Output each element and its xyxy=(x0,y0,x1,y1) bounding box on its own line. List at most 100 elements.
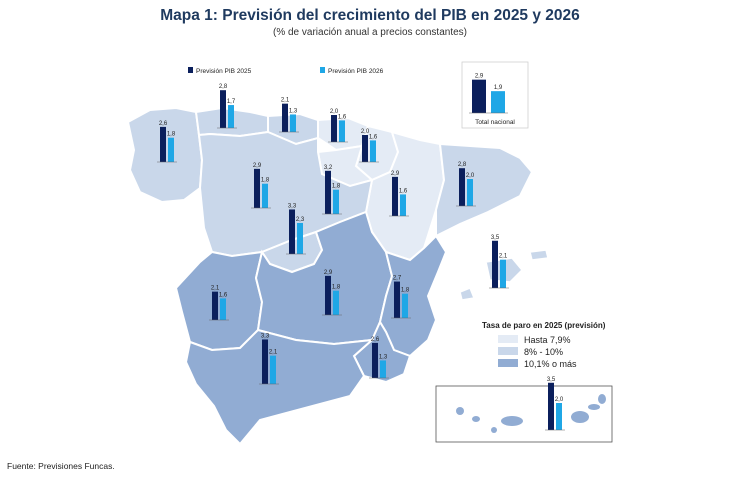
paro-swatch-high xyxy=(498,359,518,367)
bar-2026-castilla-la-mancha xyxy=(333,290,339,315)
value-label-2026-pais-vasco: 1,6 xyxy=(338,114,347,120)
canarias-inset xyxy=(435,385,613,443)
bar-2026-baleares xyxy=(500,259,506,288)
value-label-2025-aragon: 2,9 xyxy=(391,171,400,177)
bar-2026-extremadura xyxy=(220,298,226,320)
value-label-2026-navarra: 1,6 xyxy=(369,134,378,140)
value-label-2025-castilla-la-mancha: 2,9 xyxy=(324,270,333,276)
bar-2025-canarias xyxy=(548,382,554,430)
bar-2025-castilla-la-mancha xyxy=(325,275,331,315)
value-label-2025-la-rioja: 3,2 xyxy=(324,165,333,171)
region-comunidad-valenciana xyxy=(378,234,448,358)
legend-label-2026: Previsión PIB 2026 xyxy=(328,68,384,75)
bar-2026-murcia xyxy=(380,360,386,378)
paro-label-high: 10,1% o más xyxy=(524,359,577,369)
value-label-2026-cantabria: 1,3 xyxy=(289,108,298,114)
bar-2025-national xyxy=(472,79,486,113)
value-label-2026-baleares: 2,1 xyxy=(499,254,508,260)
bar-2026-navarra xyxy=(370,140,376,162)
canarias-island xyxy=(472,416,480,422)
paro-swatch-low xyxy=(498,335,518,343)
canarias-island xyxy=(501,416,523,426)
bar-2025-asturias xyxy=(220,90,226,128)
bar-2025-pais-vasco xyxy=(331,115,337,142)
canarias-inset-frame xyxy=(435,385,613,443)
value-label-2026-castilla-la-mancha: 1,8 xyxy=(332,285,341,291)
bar-2025-galicia xyxy=(160,126,166,162)
value-label-2026-comunidad-valenciana: 1,8 xyxy=(401,288,410,294)
value-label-2025-baleares: 3,5 xyxy=(491,235,500,241)
map-subtitle: (% de variación anual a precios constant… xyxy=(273,27,467,38)
bar-2025-madrid xyxy=(289,209,295,254)
value-label-2026-andalucia: 2,1 xyxy=(269,350,278,356)
bar-2025-navarra xyxy=(362,135,368,162)
paro-legend: Tasa de paro en 2025 (previsión) Hasta 7… xyxy=(482,321,606,369)
canarias-island xyxy=(571,411,589,423)
bar-2025-murcia xyxy=(372,342,378,378)
value-label-2026-canarias: 2,0 xyxy=(555,397,564,403)
bar-2025-cantabria xyxy=(282,103,288,132)
value-label-2025-canarias: 3,5 xyxy=(547,377,556,383)
bar-2026-comunidad-valenciana xyxy=(402,293,408,318)
bar-2026-asturias xyxy=(228,105,234,128)
value-label-2026-castilla-y-leon: 1,8 xyxy=(261,178,270,184)
region-extremadura xyxy=(174,250,264,352)
value-label-2025-asturias: 2,8 xyxy=(219,84,228,90)
value-label-2026-la-rioja: 1,8 xyxy=(332,184,341,190)
value-label-2025-galicia: 2,6 xyxy=(159,121,168,127)
value-label-2025-extremadura: 2,1 xyxy=(211,286,220,292)
national-label: Total nacional xyxy=(475,119,515,126)
bar-2026-cataluna xyxy=(467,179,473,206)
map-title: Mapa 1: Previsión del crecimiento del PI… xyxy=(160,7,580,24)
bar-2025-la-rioja xyxy=(325,170,331,214)
bar-2026-pais-vasco xyxy=(339,120,345,142)
region-cataluna xyxy=(435,142,534,238)
value-label-2026-murcia: 1,3 xyxy=(379,354,388,360)
canarias-island xyxy=(598,394,606,404)
value-label-2025-comunidad-valenciana: 2,7 xyxy=(393,276,402,282)
value-label-2026-asturias: 1,7 xyxy=(227,99,236,105)
paro-label-mid: 8% - 10% xyxy=(524,347,563,357)
value-label-2026-aragon: 1,6 xyxy=(399,188,408,194)
bar-2026-andalucia xyxy=(270,355,276,384)
paro-swatch-mid xyxy=(498,347,518,355)
legend-label-2025: Previsión PIB 2025 xyxy=(196,68,252,75)
bar-2026-madrid xyxy=(297,222,303,254)
value-label-2025-cantabria: 2,1 xyxy=(281,98,290,104)
bar-2026-la-rioja xyxy=(333,189,339,214)
value-label-2026-galicia: 1,8 xyxy=(167,132,176,138)
bar-2025-cataluna xyxy=(459,168,465,206)
value-label-2025-castilla-y-leon: 2,9 xyxy=(253,163,262,169)
value-label-2025-national: 2,9 xyxy=(475,74,484,80)
legend-swatch-2025 xyxy=(188,67,193,73)
value-label-2026-cataluna: 2,0 xyxy=(466,173,475,179)
paro-legend-title: Tasa de paro en 2025 (previsión) xyxy=(482,321,606,330)
legend-swatch-2026 xyxy=(320,67,325,73)
canarias-island xyxy=(491,427,497,433)
bar-2026-galicia xyxy=(168,137,174,162)
bar-2026-canarias xyxy=(556,403,562,430)
paro-label-low: Hasta 7,9% xyxy=(524,335,571,345)
bar-2026-aragon xyxy=(400,194,406,216)
bar-2026-national xyxy=(491,91,505,113)
series-legend: Previsión PIB 2025 Previsión PIB 2026 xyxy=(188,67,384,75)
bar-2026-castilla-y-leon xyxy=(262,183,268,208)
bar-2025-comunidad-valenciana xyxy=(394,281,400,318)
bar-2025-castilla-y-leon xyxy=(254,168,260,208)
bar-2026-cantabria xyxy=(290,114,296,132)
bar-2025-baleares xyxy=(492,240,498,288)
canarias-island xyxy=(456,407,464,415)
value-label-2025-madrid: 3,3 xyxy=(288,203,297,209)
value-label-2025-navarra: 2,0 xyxy=(361,129,370,135)
bars-layer: 2,61,82,81,7 2,11,3 2,01,62,01,63,21,82,91… xyxy=(157,74,565,431)
value-label-2026-madrid: 2,3 xyxy=(296,217,305,223)
value-label-2026-extremadura: 1,6 xyxy=(219,292,228,298)
source-note: Fuente: Previsiones Funcas. xyxy=(7,461,115,471)
region-baleares-menorca xyxy=(529,249,549,261)
bar-2025-andalucia xyxy=(262,339,268,384)
value-label-2025-murcia: 2,6 xyxy=(371,337,380,343)
value-label-2025-pais-vasco: 2,0 xyxy=(330,109,339,115)
bar-2025-aragon xyxy=(392,176,398,216)
regions-layer xyxy=(126,106,549,446)
